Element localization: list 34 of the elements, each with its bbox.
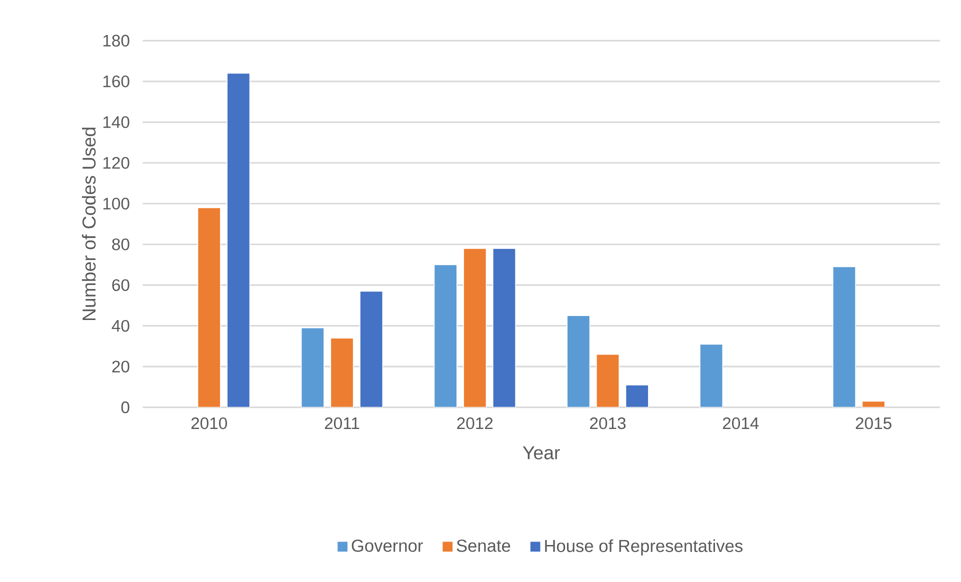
bar [300,327,324,408]
y-tick-label: 20 [112,360,130,372]
y-tick-label: 160 [103,76,130,88]
y-tick-label: 40 [112,320,130,332]
x-tick-label: 2012 [457,417,493,430]
bar [463,248,487,408]
bar [700,344,724,408]
y-tick-label: 140 [103,116,130,128]
y-tick-label: 80 [112,238,130,250]
x-tick-label: 2013 [590,417,626,430]
bar [832,266,856,408]
bar [625,384,649,408]
x-tick-label: 2011 [324,417,360,430]
bar [596,354,620,408]
y-tick-label: 60 [112,279,130,292]
y-tick-label: 100 [103,198,130,210]
legend-label: Governor [352,540,423,552]
bar [434,264,458,408]
x-axis-title: Year [522,446,560,460]
x-tick-label: 2015 [856,417,892,430]
bar [330,338,354,408]
bar [566,315,590,408]
bar [492,248,516,408]
legend-label: Senate [456,540,510,552]
bar [360,290,384,408]
x-tick-label: 2010 [191,417,227,430]
x-tick-label: 2014 [722,417,759,430]
y-tick-label: 120 [103,156,130,169]
y-axis-title: Number of Codes Used [82,128,96,320]
y-tick-label: 180 [103,34,130,47]
bar [197,207,221,408]
bar [226,72,250,408]
y-tick-label: 0 [121,401,130,414]
legend-label: House of Representatives [545,539,743,556]
